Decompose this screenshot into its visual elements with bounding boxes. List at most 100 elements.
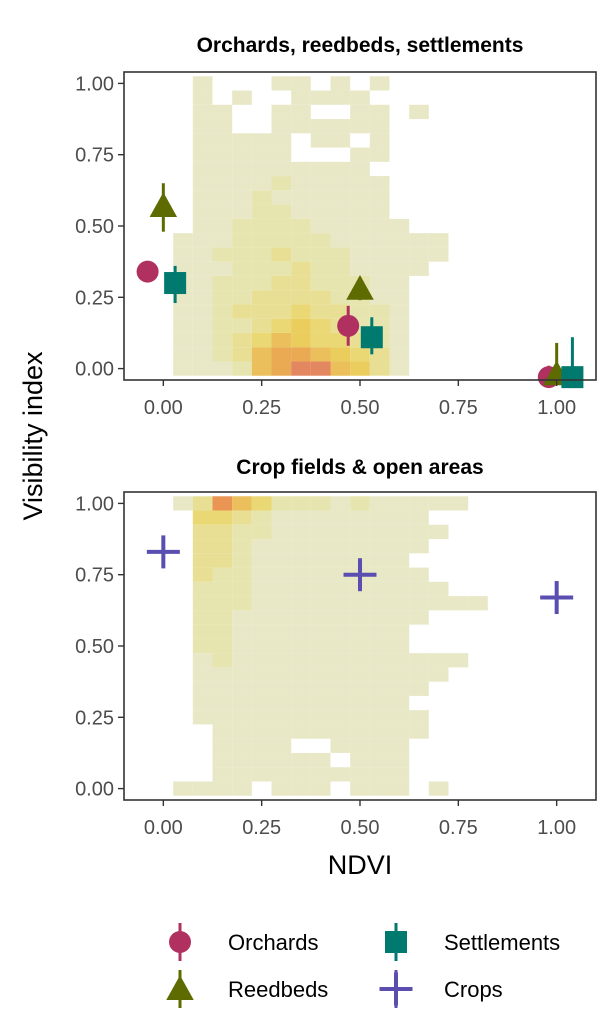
heatmap-cell (330, 510, 351, 525)
heatmap-cell (330, 724, 351, 739)
heatmap-cell (330, 176, 351, 191)
heatmap-cell (271, 261, 292, 276)
heatmap-cell (310, 176, 331, 191)
heatmap-cell (271, 653, 292, 668)
legend-key-square (385, 931, 407, 953)
heatmap-cell (330, 638, 351, 654)
heatmap-cell (389, 610, 410, 625)
heatmap-cell (192, 104, 213, 120)
settlements-point (164, 272, 187, 295)
heatmap-cell (409, 610, 429, 625)
heatmap-cell (330, 681, 351, 696)
legend: Orchards Settlements Reedbeds Crops (166, 923, 560, 1008)
heatmap-cell (369, 539, 390, 554)
heatmap-cell (232, 261, 252, 276)
legend-label: Reedbeds (228, 977, 328, 1002)
heatmap-cell (389, 695, 410, 711)
heatmap-cell (350, 638, 370, 654)
heatmap-cell (212, 510, 233, 525)
heatmap-cell (330, 204, 351, 219)
heatmap-cell (192, 261, 213, 276)
heatmap-cell (212, 147, 233, 162)
heatmap-cell (251, 752, 272, 768)
crops-point (146, 535, 180, 569)
heatmap-cell (192, 119, 213, 134)
heatmap-cell (369, 767, 390, 782)
heatmap-cell (350, 261, 370, 276)
heatmap-cell (251, 567, 272, 582)
heatmap-cell (330, 567, 351, 582)
x-tick-label: 0.75 (439, 397, 478, 419)
y-tick-label: 0.25 (75, 287, 114, 309)
heatmap-cell (369, 176, 390, 191)
heatmap-cell (310, 524, 331, 540)
heatmap-cell (409, 567, 429, 582)
heatmap-cell (389, 567, 410, 582)
heatmap-cell (310, 781, 331, 796)
heatmap-cell (192, 496, 213, 511)
y-tick-label: 0.75 (75, 565, 114, 587)
heatmap-cell (310, 290, 331, 305)
heatmap-cell (173, 496, 193, 511)
heatmap-cell (251, 332, 272, 348)
heatmap-cell (369, 361, 390, 376)
heatmap-cell (330, 233, 351, 248)
heatmap-cell (369, 76, 390, 91)
heatmap-cell (192, 510, 213, 525)
heatmap-cell (291, 190, 311, 205)
heatmap-cell (212, 767, 233, 782)
panel-top-markers (136, 183, 584, 389)
heatmap-cell (310, 119, 331, 134)
heatmap-cell (232, 233, 252, 248)
heatmap-cell (409, 539, 429, 554)
heatmap-cell (350, 190, 370, 205)
heatmap-cell (369, 581, 390, 597)
heatmap-cell (271, 161, 292, 177)
heatmap-cell (232, 161, 252, 177)
heatmap-cell (212, 275, 233, 291)
heatmap-cell (232, 347, 252, 362)
heatmap-cell (389, 710, 410, 725)
heatmap-cell (350, 247, 370, 262)
heatmap-cell (369, 204, 390, 219)
heatmap-cell (271, 361, 292, 376)
heatmap-cell (173, 332, 193, 348)
heatmap-cell (350, 233, 370, 248)
heatmap-cell (271, 496, 292, 511)
heatmap-cell (251, 738, 272, 753)
heatmap-cell (291, 624, 311, 639)
x-tick-label: 0.75 (439, 817, 478, 839)
heatmap-cell (232, 653, 252, 668)
heatmap-cell (251, 724, 272, 739)
heatmap-cell (192, 361, 213, 376)
heatmap-cell (192, 524, 213, 540)
heatmap-cell (271, 332, 292, 348)
heatmap-cell (271, 539, 292, 554)
heatmap-cell (409, 710, 429, 725)
heatmap-cell (389, 318, 410, 333)
heatmap-cell (350, 681, 370, 696)
heatmap-cell (212, 581, 233, 597)
heatmap-cell (232, 147, 252, 162)
heatmap-cell (350, 624, 370, 639)
heatmap-cell (212, 290, 233, 305)
heatmap-cell (389, 724, 410, 739)
heatmap-cell (330, 667, 351, 682)
heatmap-cell (389, 347, 410, 362)
heatmap-cell (389, 332, 410, 348)
heatmap-cell (192, 695, 213, 711)
heatmap-cell (212, 596, 233, 611)
heatmap-cell (251, 681, 272, 696)
heatmap-cell (310, 332, 331, 348)
heatmap-cell (271, 724, 292, 739)
heatmap-cell (271, 553, 292, 568)
heatmap-cell (232, 190, 252, 205)
heatmap-cell (389, 653, 410, 668)
heatmap-cell (212, 638, 233, 654)
heatmap-cell (389, 524, 410, 540)
legend-item-reedbeds: Reedbeds (166, 970, 328, 1008)
heatmap-cell (310, 233, 331, 248)
heatmap-cell (232, 318, 252, 333)
heatmap-cell (251, 695, 272, 711)
